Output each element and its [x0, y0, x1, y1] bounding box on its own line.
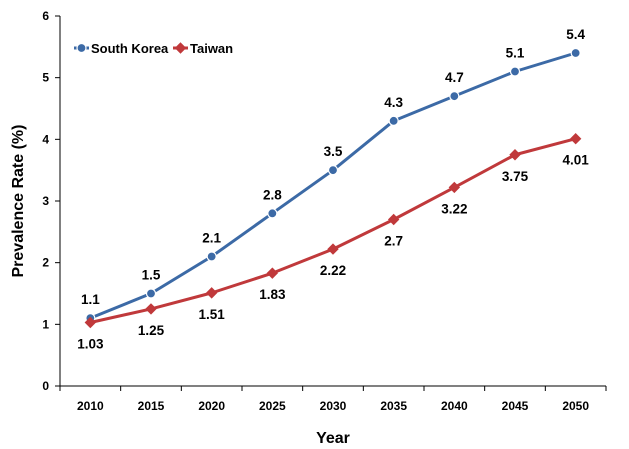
taiwan-data-point: [267, 268, 277, 278]
legend: South Korea Taiwan: [74, 41, 233, 56]
south-korea-data-point: [329, 166, 338, 175]
y-tick-label: 6: [42, 9, 49, 23]
south-korea-legend-marker: [77, 44, 86, 53]
x-tick-label: 2015: [138, 399, 165, 413]
taiwan-data-label: 1.03: [77, 336, 104, 351]
taiwan-data-point: [146, 304, 156, 314]
taiwan-data-label: 4.01: [563, 153, 590, 168]
y-axis-title: Prevalence Rate (%): [10, 125, 27, 278]
y-tick-label: 4: [42, 132, 49, 146]
taiwan-data-label: 3.75: [502, 169, 529, 184]
y-tick-label: 3: [42, 194, 49, 208]
south-korea-data-point: [207, 252, 216, 261]
x-tick-label: 2035: [380, 399, 407, 413]
taiwan-data-label: 1.51: [199, 307, 226, 322]
x-tick-label: 2025: [259, 399, 286, 413]
taiwan-data-point: [571, 134, 581, 144]
south-korea-data-label: 5.4: [566, 27, 585, 42]
south-korea-data-point: [147, 289, 156, 298]
taiwan-data-label: 2.22: [320, 263, 346, 278]
taiwan-data-label: 2.7: [384, 234, 403, 249]
x-tick-label: 2050: [562, 399, 589, 413]
y-tick-label: 1: [42, 317, 49, 331]
taiwan-legend-label: Taiwan: [190, 41, 233, 56]
taiwan-data-point: [328, 244, 338, 254]
x-tick-label: 2045: [502, 399, 529, 413]
taiwan-data-label: 1.83: [259, 287, 286, 302]
south-korea-data-label: 1.5: [142, 268, 161, 283]
series-layer: [85, 49, 580, 328]
x-tick-label: 2020: [198, 399, 225, 413]
y-tick-label: 2: [42, 256, 49, 270]
y-tick-label: 0: [42, 379, 49, 393]
taiwan-data-label: 3.22: [441, 201, 467, 216]
south-korea-data-label: 5.1: [506, 46, 525, 61]
x-tick-label: 2030: [320, 399, 347, 413]
south-korea-data-point: [268, 209, 277, 218]
south-korea-legend-label: South Korea: [91, 41, 169, 56]
taiwan-data-label: 1.25: [138, 323, 165, 338]
south-korea-data-label: 2.8: [263, 187, 282, 202]
south-korea-data-label: 4.7: [445, 70, 464, 85]
south-korea-data-label: 4.3: [384, 95, 403, 110]
south-korea-data-label: 1.1: [81, 292, 100, 307]
south-korea-data-point: [450, 92, 459, 101]
taiwan-legend-marker: [176, 43, 186, 53]
south-korea-data-label: 2.1: [202, 231, 221, 246]
x-tick-label: 2010: [77, 399, 104, 413]
south-korea-data-point: [389, 116, 398, 125]
south-korea-data-label: 3.5: [324, 144, 343, 159]
south-korea-data-point: [511, 67, 520, 76]
x-tick-label: 2040: [441, 399, 468, 413]
taiwan-data-point: [207, 288, 217, 298]
x-axis-title: Year: [316, 430, 350, 447]
y-tick-label: 5: [42, 71, 49, 85]
south-korea-series-line: [90, 53, 575, 318]
south-korea-data-point: [571, 49, 580, 58]
